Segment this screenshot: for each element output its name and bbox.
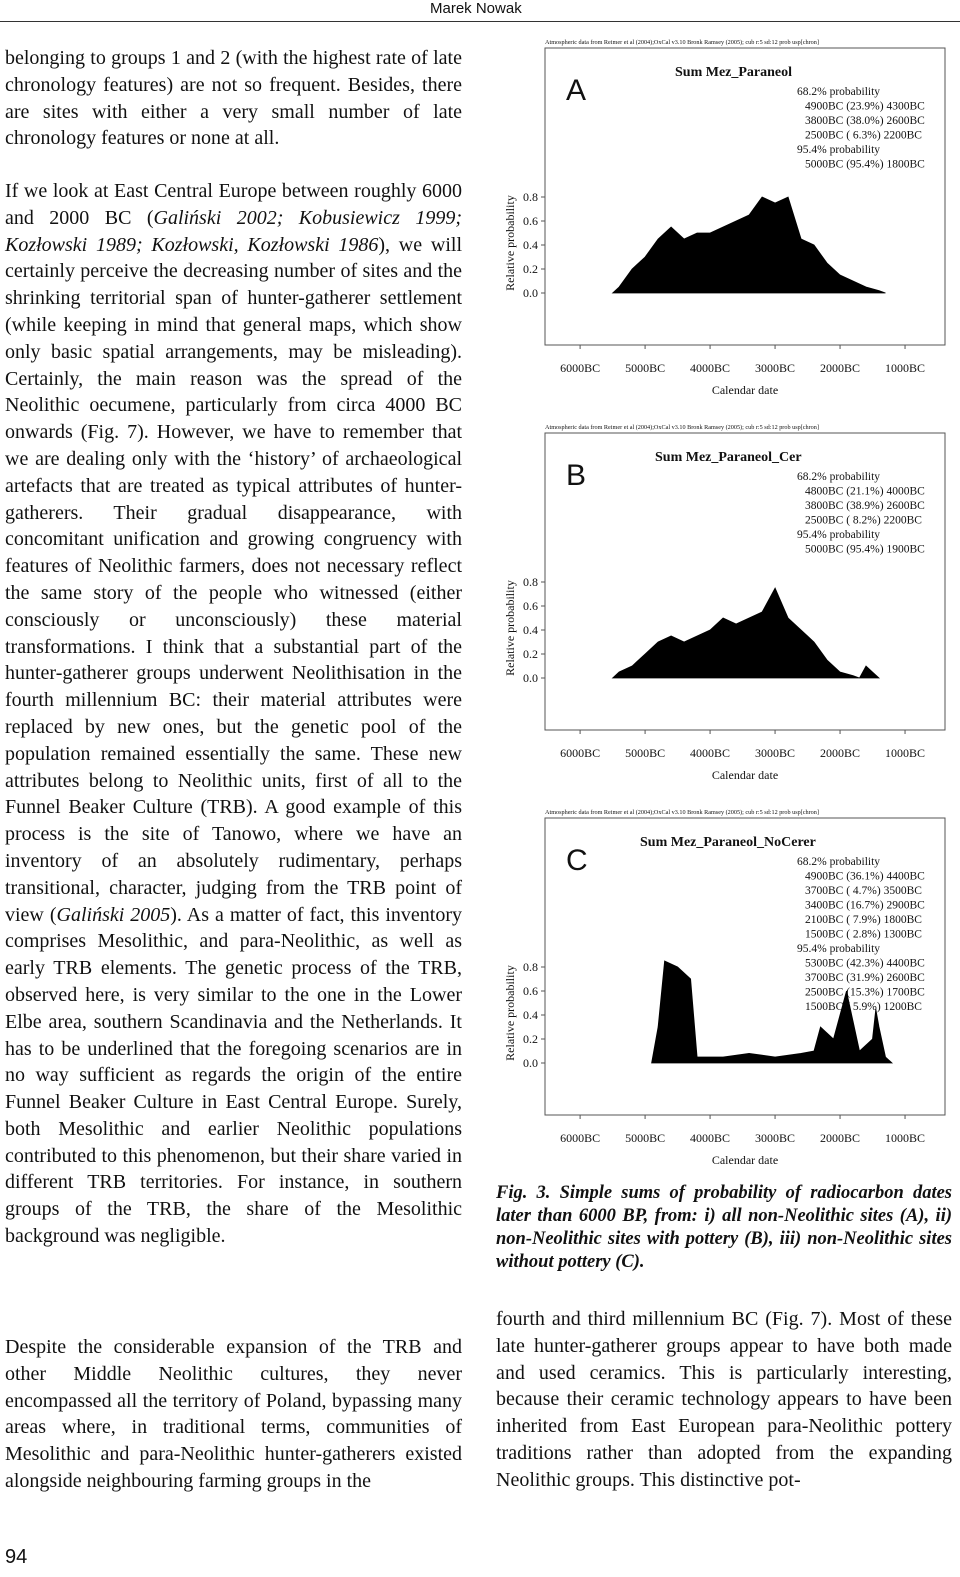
y-tick-label: 0.8 xyxy=(523,960,538,974)
chart-subtitle: Atmospheric data from Reimer et al (2004… xyxy=(545,809,819,816)
x-axis-label: Calendar date xyxy=(712,1153,778,1167)
x-tick-label: 4000BC xyxy=(690,1131,730,1145)
y-tick-label: 0.2 xyxy=(523,262,538,276)
plot-frame xyxy=(544,47,946,346)
x-tick-label: 5000BC xyxy=(625,746,665,760)
y-tick-label: 0.0 xyxy=(523,1056,538,1070)
annotation: 2500BC ( 6.3%) 2200BC xyxy=(805,130,922,142)
annotation: 1500BC ( 5.9%) 1200BC xyxy=(805,1001,922,1013)
x-tick-label: 4000BC xyxy=(690,746,730,760)
text-run: ). As a matter of fact, this inventory c… xyxy=(5,903,462,1248)
x-axis-label: Calendar date xyxy=(712,768,778,782)
x-tick-label: 2000BC xyxy=(820,746,860,760)
annotation: 68.2% probability xyxy=(797,856,880,868)
annotation: 4800BC (21.1%) 4000BC xyxy=(805,486,925,498)
y-tick-label: 0.4 xyxy=(523,1008,538,1022)
annotation: 2100BC ( 7.9%) 1800BC xyxy=(805,914,922,926)
annotation: 68.2% probability xyxy=(797,471,880,483)
annotation: 4900BC (36.1%) 4400BC xyxy=(805,871,925,883)
x-tick-label: 6000BC xyxy=(560,1131,600,1145)
y-tick-label: 0.0 xyxy=(523,671,538,685)
text-run: ), we will certainly perceive the decrea… xyxy=(5,233,462,926)
x-tick-label: 5000BC xyxy=(625,1131,665,1145)
annotation: 3400BC (16.7%) 2900BC xyxy=(805,900,925,912)
probability-area xyxy=(611,587,881,679)
right-column: fourth and third millennium BC (Fig. 7).… xyxy=(496,1306,952,1494)
panel-label: C xyxy=(566,844,588,877)
annotation: 3700BC ( 4.7%) 3500BC xyxy=(805,885,922,897)
y-tick-label: 0.4 xyxy=(523,238,538,252)
annotation: 3800BC (38.9%) 2600BC xyxy=(805,500,925,512)
y-axis-label: Relative probability xyxy=(503,965,517,1061)
x-tick-label: 1000BC xyxy=(885,361,925,375)
annotation: 95.4% probability xyxy=(797,529,880,541)
chart-title: Sum Mez_Paraneol_Cer xyxy=(655,450,802,465)
paragraph: Despite the considerable expansion of th… xyxy=(5,1334,462,1495)
y-tick-label: 0.6 xyxy=(523,599,538,613)
chart-subtitle: Atmospheric data from Reimer et al (2004… xyxy=(545,424,819,431)
panel-label: B xyxy=(566,459,586,492)
text-run: belonging to groups 1 and 2 (with the hi… xyxy=(5,47,462,150)
y-tick-label: 0.6 xyxy=(523,214,538,228)
annotation: 3700BC (31.9%) 2600BC xyxy=(805,972,925,984)
y-tick-label: 0.0 xyxy=(523,286,538,300)
annotation: 5000BC (95.4%) 1800BC xyxy=(805,159,925,171)
annotation: 3800BC (38.0%) 2600BC xyxy=(805,115,925,127)
x-axis-label: Calendar date xyxy=(712,383,778,397)
y-tick-label: 0.8 xyxy=(523,190,538,204)
y-tick-label: 0.2 xyxy=(523,647,538,661)
annotation: 68.2% probability xyxy=(797,86,880,98)
annotation: 95.4% probability xyxy=(797,943,880,955)
chart-title: Sum Mez_Paraneol_NoCerer xyxy=(640,835,816,850)
y-axis-label: Relative probability xyxy=(503,195,517,291)
paragraph: If we look at East Central Europe betwee… xyxy=(5,178,462,1250)
y-tick-label: 0.8 xyxy=(523,575,538,589)
paragraph: belonging to groups 1 and 2 (with the hi… xyxy=(5,45,462,152)
citation: Galiński 2002; Kobusiewicz 1999; Kozłows… xyxy=(5,206,462,256)
chart: Atmospheric data from Reimer et al (2004… xyxy=(503,39,946,397)
x-tick-label: 6000BC xyxy=(560,746,600,760)
x-tick-label: 5000BC xyxy=(625,361,665,375)
y-tick-label: 0.4 xyxy=(523,623,538,637)
x-tick-label: 1000BC xyxy=(885,1131,925,1145)
text-run: If we look at East Central Europe betwee… xyxy=(5,180,462,229)
citation: Galiński 2005 xyxy=(56,903,171,926)
y-tick-label: 0.6 xyxy=(523,984,538,998)
x-tick-label: 1000BC xyxy=(885,746,925,760)
x-tick-label: 3000BC xyxy=(755,361,795,375)
x-tick-label: 2000BC xyxy=(820,1131,860,1145)
panel-label: A xyxy=(566,74,586,107)
probability-area xyxy=(611,196,886,294)
text-run: Despite the considerable expansion of th… xyxy=(5,1336,462,1492)
page-number: 94 xyxy=(5,1546,28,1568)
figure-caption: Fig. 3. Simple sums of probability of ra… xyxy=(496,1183,952,1272)
y-axis-label: Relative probability xyxy=(503,580,517,676)
plot-frame xyxy=(544,432,946,731)
x-tick-label: 3000BC xyxy=(755,746,795,760)
annotation: 4900BC (23.9%) 4300BC xyxy=(805,101,925,113)
annotation: 5000BC (95.4%) 1900BC xyxy=(805,544,925,556)
x-tick-label: 6000BC xyxy=(560,361,600,375)
chart: Atmospheric data from Reimer et al (2004… xyxy=(503,424,946,782)
annotation: 5300BC (42.3%) 4400BC xyxy=(805,958,925,970)
chart-title: Sum Mez_Paraneol xyxy=(675,65,792,80)
annotation: 2500BC ( 8.2%) 2200BC xyxy=(805,515,922,527)
x-tick-label: 3000BC xyxy=(755,1131,795,1145)
y-tick-label: 0.2 xyxy=(523,1032,538,1046)
paragraph: fourth and third millennium BC (Fig. 7).… xyxy=(496,1308,952,1491)
x-tick-label: 4000BC xyxy=(690,361,730,375)
chart: Atmospheric data from Reimer et al (2004… xyxy=(503,809,946,1167)
probability-area xyxy=(651,960,894,1064)
annotation: 95.4% probability xyxy=(797,144,880,156)
chart-subtitle: Atmospheric data from Reimer et al (2004… xyxy=(545,39,819,46)
running-header: Marek Nowak xyxy=(430,0,522,17)
x-tick-label: 2000BC xyxy=(820,361,860,375)
annotation: 2500BC (15.3%) 1700BC xyxy=(805,987,925,999)
header-rule xyxy=(0,21,960,22)
annotation: 1500BC ( 2.8%) 1300BC xyxy=(805,929,922,941)
